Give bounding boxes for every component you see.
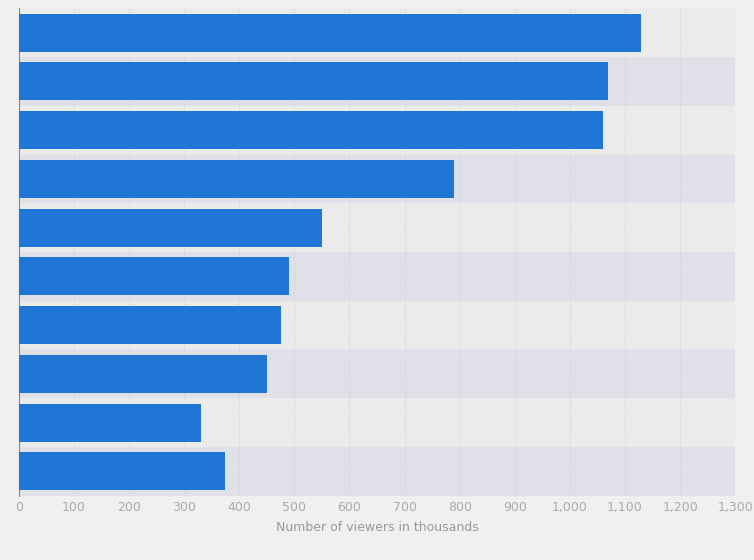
Bar bbox=[19, 63, 608, 100]
Bar bbox=[19, 14, 642, 52]
X-axis label: Number of viewers in thousands: Number of viewers in thousands bbox=[276, 521, 478, 534]
Bar bbox=[19, 349, 735, 398]
Bar bbox=[19, 452, 225, 490]
Bar bbox=[19, 398, 735, 447]
Bar bbox=[19, 301, 735, 349]
Bar bbox=[19, 8, 735, 57]
Bar bbox=[19, 258, 289, 295]
Bar bbox=[19, 404, 201, 441]
Bar bbox=[19, 252, 735, 301]
Bar bbox=[19, 111, 603, 149]
Bar bbox=[19, 57, 735, 106]
Bar bbox=[19, 355, 267, 393]
Bar bbox=[19, 209, 322, 246]
Bar bbox=[19, 306, 280, 344]
Bar bbox=[19, 160, 454, 198]
Bar bbox=[19, 106, 735, 155]
Bar bbox=[19, 447, 735, 496]
Bar bbox=[19, 155, 735, 203]
Bar bbox=[19, 203, 735, 252]
